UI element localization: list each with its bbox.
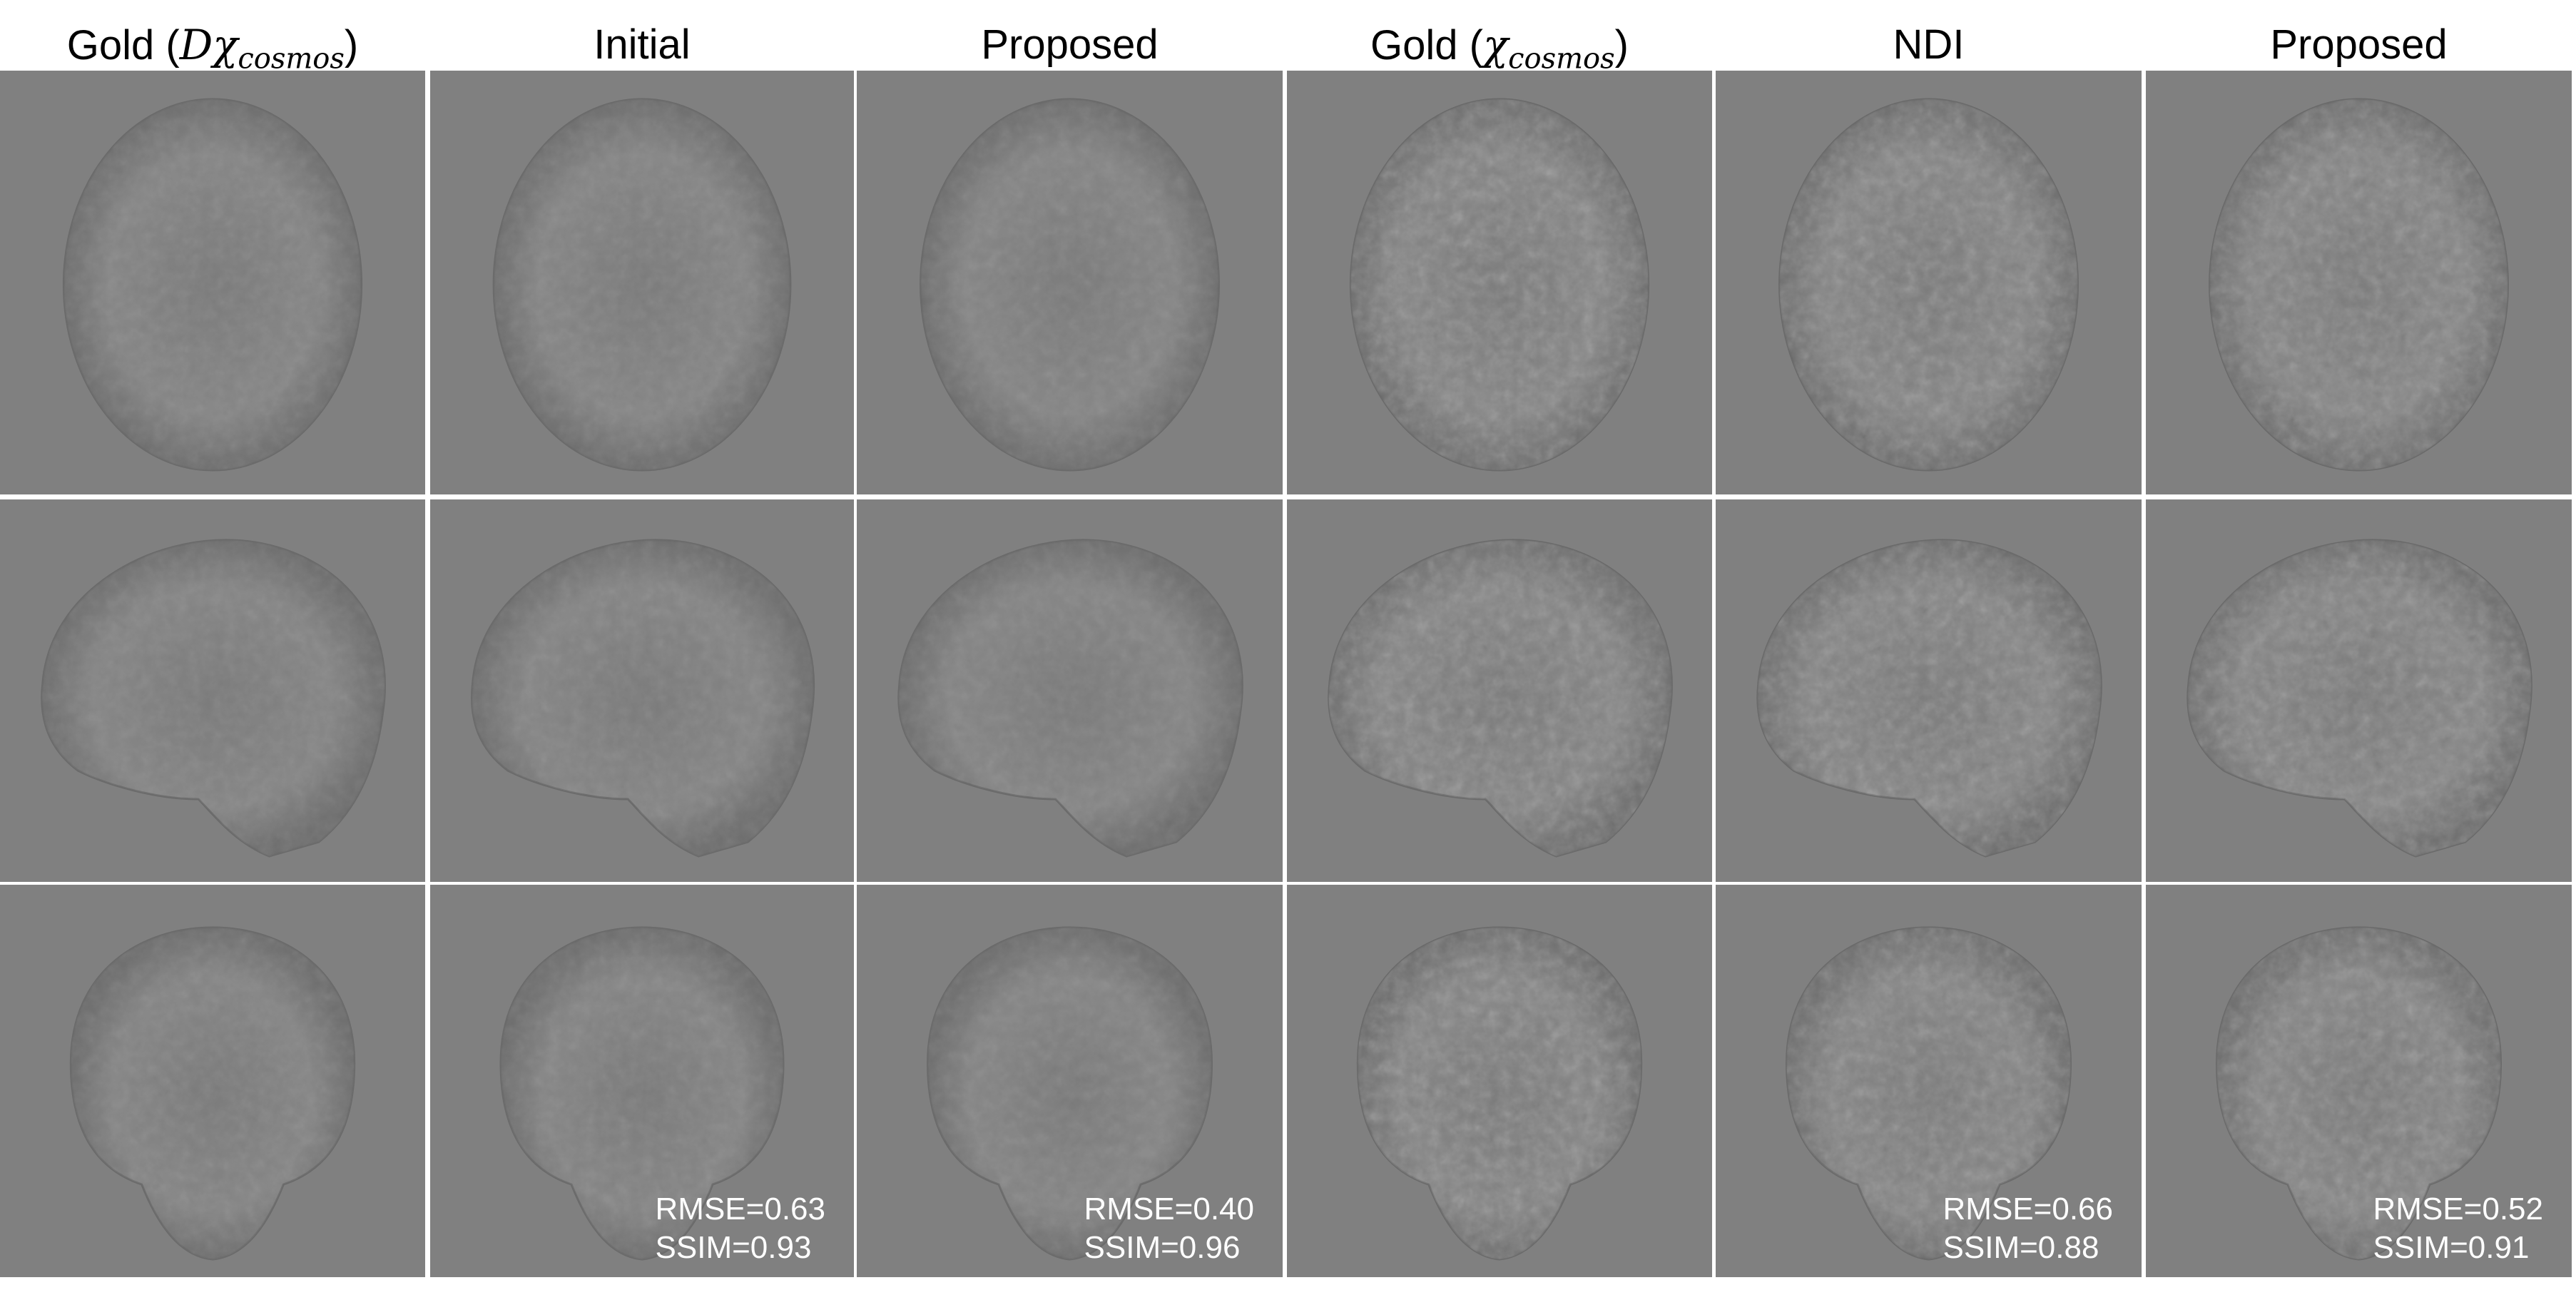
header-label: Gold (: [66, 22, 180, 68]
brain-image-sagittal-col5: [1716, 499, 2142, 882]
header-label: NDI: [1893, 21, 1965, 68]
brain-slice: [897, 539, 1243, 858]
header-math: Dχ: [179, 21, 238, 69]
brain-slice: [1356, 926, 1643, 1261]
brain-image-axial-col1: [0, 71, 425, 494]
ssim-value: SSIM=0.88: [1943, 1230, 2099, 1265]
brain-slice: [471, 539, 815, 858]
header-math: χ: [1482, 21, 1509, 69]
brain-slice: [2186, 539, 2532, 858]
column-header: Gold (χcosmos): [1287, 13, 1712, 77]
brain-image-sagittal-col2: [430, 499, 854, 882]
brain-slice: [1778, 98, 2079, 472]
brain-slice: [69, 926, 356, 1261]
column-header: Gold (Dχcosmos): [0, 13, 425, 77]
column-header: Initial: [430, 13, 854, 77]
brain-slice: [2209, 98, 2509, 472]
rmse-value: RMSE=0.40: [1084, 1192, 1254, 1227]
header-label-end: ): [1614, 22, 1629, 68]
metrics-label: RMSE=0.63 SSIM=0.93: [656, 1190, 825, 1267]
header-label-end: ): [344, 22, 359, 68]
column-header: Proposed: [2146, 13, 2572, 77]
brain-image-sagittal-col4: [1287, 499, 1712, 882]
header-math-subscript: cosmos: [1508, 42, 1615, 76]
brain-image-coronal-col5: RMSE=0.66 SSIM=0.88: [1716, 885, 2142, 1277]
brain-image-coronal-col2: RMSE=0.63 SSIM=0.93: [430, 885, 854, 1277]
rmse-value: RMSE=0.52: [2373, 1192, 2543, 1227]
rmse-value: RMSE=0.63: [655, 1192, 825, 1227]
brain-slice: [920, 98, 1220, 472]
brain-image-coronal-col6: RMSE=0.52 SSIM=0.91: [2146, 885, 2572, 1277]
header-math-subscript: cosmos: [238, 42, 345, 76]
brain-slice: [499, 926, 785, 1261]
brain-slice: [1328, 539, 1673, 858]
brain-image-axial-col4: [1287, 71, 1712, 494]
header-label: Proposed: [2270, 21, 2448, 68]
brain-slice: [62, 98, 363, 472]
brain-slice: [2216, 926, 2502, 1261]
header-label: Initial: [594, 21, 691, 68]
brain-slice: [492, 98, 792, 472]
ssim-value: SSIM=0.91: [2373, 1230, 2530, 1265]
brain-slice: [927, 926, 1213, 1261]
brain-image-axial-col6: [2146, 71, 2572, 494]
header-label: Gold (: [1370, 22, 1483, 68]
header-label: Proposed: [981, 21, 1159, 68]
brain-image-coronal-col1: [0, 885, 425, 1277]
brain-image-coronal-col4: [1287, 885, 1712, 1277]
brain-image-axial-col5: [1716, 71, 2142, 494]
ssim-value: SSIM=0.96: [1084, 1230, 1241, 1265]
brain-image-coronal-col3: RMSE=0.40 SSIM=0.96: [857, 885, 1283, 1277]
brain-image-sagittal-col1: [0, 499, 425, 882]
column-header: NDI: [1716, 13, 2142, 77]
brain-image-sagittal-col6: [2146, 499, 2572, 882]
metrics-label: RMSE=0.66 SSIM=0.88: [1943, 1190, 2113, 1267]
brain-slice: [1786, 926, 2072, 1261]
rmse-value: RMSE=0.66: [1943, 1192, 2113, 1227]
brain-image-axial-col2: [430, 71, 854, 494]
brain-image-sagittal-col3: [857, 499, 1283, 882]
brain-image-axial-col3: [857, 71, 1283, 494]
column-header: Proposed: [857, 13, 1283, 77]
metrics-label: RMSE=0.52 SSIM=0.91: [2373, 1190, 2543, 1267]
brain-slice: [41, 539, 386, 858]
metrics-label: RMSE=0.40 SSIM=0.96: [1084, 1190, 1254, 1267]
ssim-value: SSIM=0.93: [655, 1230, 812, 1265]
brain-slice: [1349, 98, 1650, 472]
brain-slice: [1756, 539, 2102, 858]
